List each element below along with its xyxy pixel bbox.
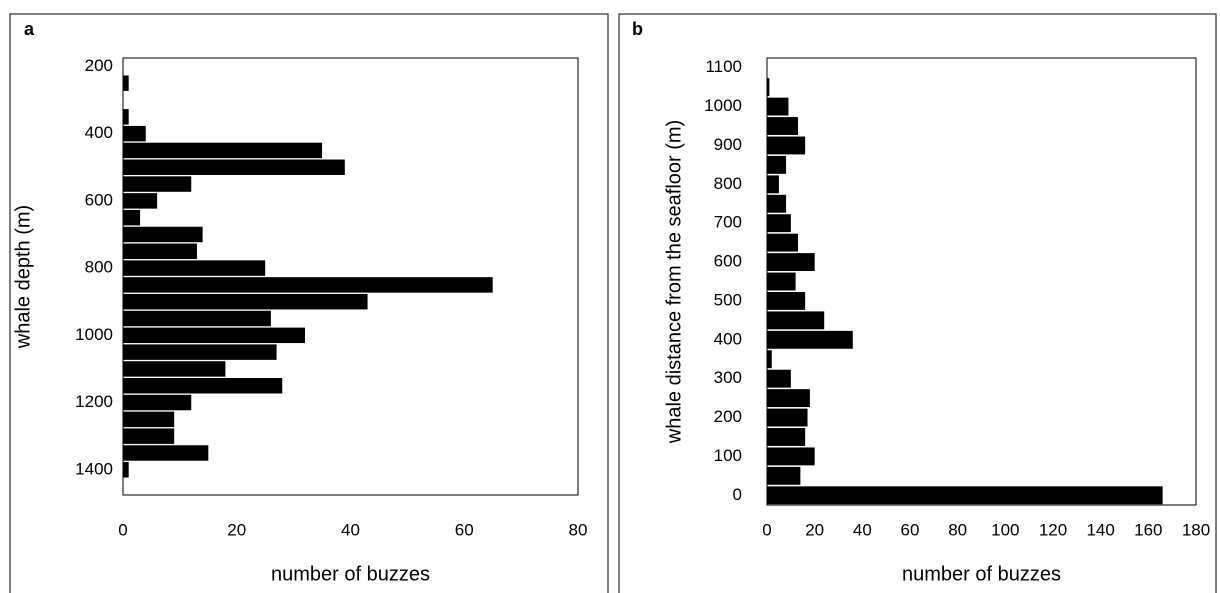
y-tick-label: 400 <box>85 123 113 142</box>
y-tick-label: 1200 <box>75 392 113 411</box>
x-tick-label: 80 <box>569 520 588 539</box>
y-tick-label: 200 <box>714 407 742 426</box>
y-tick-label: 200 <box>85 56 113 75</box>
bar <box>123 109 129 125</box>
bar <box>767 175 779 194</box>
y-axis-title: whale distance from the seafloor (m) <box>663 120 685 444</box>
bar <box>767 428 806 446</box>
x-tick-label: 60 <box>901 520 920 539</box>
bar <box>123 176 192 192</box>
y-tick-label: 0 <box>733 485 742 504</box>
bar <box>123 428 175 444</box>
plot-frame <box>122 57 579 496</box>
bar <box>123 209 141 226</box>
y-tick-label: 800 <box>714 174 742 193</box>
bar <box>767 233 798 252</box>
bar <box>123 310 271 327</box>
bar <box>767 291 806 310</box>
bar <box>123 142 323 159</box>
x-tick-label: 100 <box>991 520 1019 539</box>
bar <box>123 260 266 276</box>
bar <box>767 389 810 408</box>
y-axis-title: whale depth (m) <box>12 205 34 349</box>
x-tick-label: 160 <box>1134 520 1162 539</box>
panel-label: a <box>24 19 35 39</box>
y-tick-label: 100 <box>714 446 742 465</box>
x-tick-label: 0 <box>118 520 127 539</box>
panel-frame <box>618 13 1217 593</box>
bar <box>123 394 192 411</box>
x-axis-title: number of buzzes <box>902 563 1061 585</box>
bar <box>123 445 209 461</box>
x-tick-label: 0 <box>762 520 771 539</box>
y-tick-label: 400 <box>714 329 742 348</box>
y-tick-label: 300 <box>714 368 742 387</box>
bar <box>767 272 796 291</box>
bar <box>767 350 772 369</box>
x-tick-label: 180 <box>1182 520 1210 539</box>
bar <box>767 78 770 97</box>
x-tick-label: 20 <box>805 520 824 539</box>
bar <box>123 327 305 344</box>
bar <box>767 97 789 116</box>
plot-frame <box>766 57 1197 506</box>
y-tick-label: 500 <box>714 290 742 309</box>
panel-frame <box>9 13 609 593</box>
y-tick-label: 600 <box>85 190 113 209</box>
x-tick-label: 40 <box>853 520 872 539</box>
y-tick-label: 1100 <box>705 57 742 76</box>
bar <box>767 311 825 330</box>
x-tick-label: 20 <box>227 520 246 539</box>
y-tick-label: 1000 <box>704 96 742 115</box>
bar <box>767 447 815 466</box>
bar <box>767 253 815 272</box>
x-tick-label: 80 <box>948 520 967 539</box>
x-tick-label: 140 <box>1086 520 1114 539</box>
y-tick-label: 1000 <box>75 325 113 344</box>
bar <box>767 330 853 349</box>
bar <box>767 408 808 427</box>
x-tick-label: 60 <box>455 520 474 539</box>
bar <box>123 361 226 377</box>
y-tick-label: 700 <box>714 213 742 232</box>
x-tick-label: 40 <box>341 520 360 539</box>
y-tick-label: 900 <box>714 135 742 154</box>
y-tick-label: 800 <box>85 258 113 277</box>
bar <box>767 369 791 388</box>
x-tick-label: 120 <box>1039 520 1067 539</box>
y-tick-label: 600 <box>714 252 742 271</box>
bar <box>123 75 129 91</box>
bar <box>123 243 197 260</box>
x-axis-title: number of buzzes <box>271 563 430 585</box>
bar <box>123 378 283 394</box>
bar <box>123 344 277 360</box>
bar <box>767 117 798 135</box>
y-tick-label: 1400 <box>75 459 113 478</box>
bar <box>123 277 493 293</box>
bar <box>123 226 203 243</box>
bar <box>767 136 806 155</box>
bar <box>123 411 175 428</box>
bar <box>767 486 1163 505</box>
bar <box>123 462 129 478</box>
bar <box>123 159 345 175</box>
bar <box>767 194 787 213</box>
bar <box>767 214 791 233</box>
panel-label: b <box>632 19 643 39</box>
bar <box>767 466 801 485</box>
bar <box>123 293 368 310</box>
bar <box>123 125 146 142</box>
bar <box>767 155 787 174</box>
bar <box>123 193 158 209</box>
